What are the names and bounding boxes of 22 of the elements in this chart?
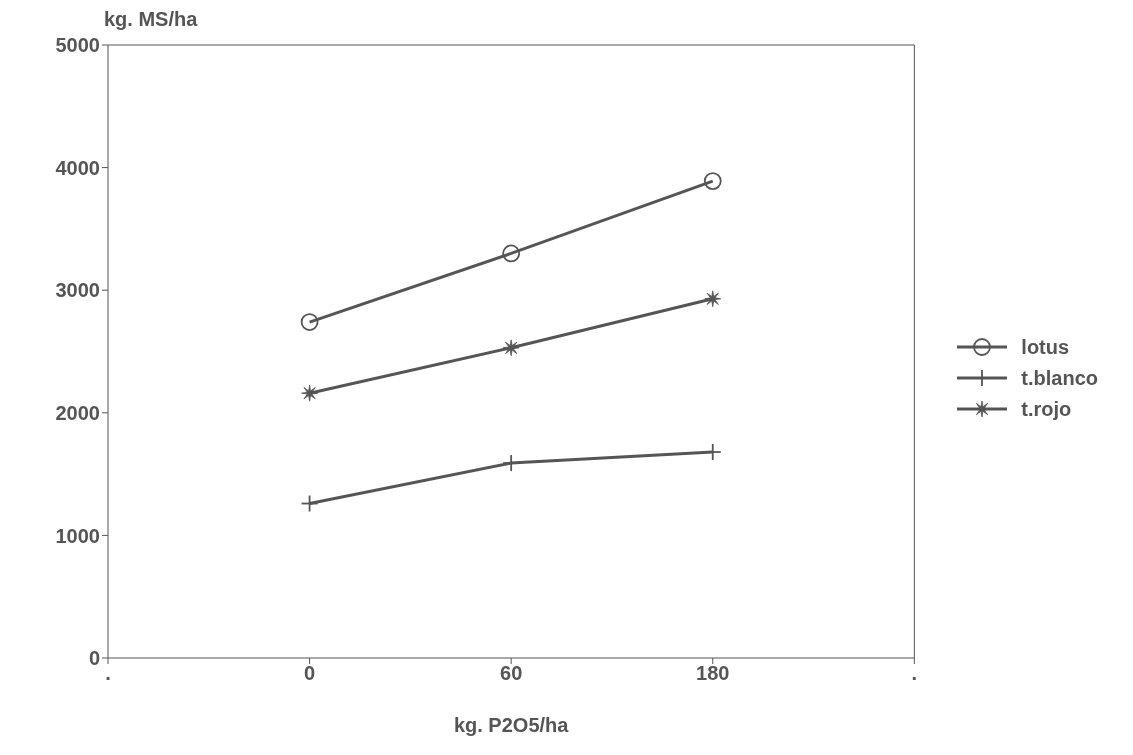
legend-label: t.blanco xyxy=(1021,366,1098,390)
point xyxy=(300,313,319,331)
x-tick-label: 0 xyxy=(304,662,316,685)
y-tick-label: 5000 xyxy=(55,34,100,57)
x-tick-label: 60 xyxy=(500,662,523,685)
point xyxy=(703,172,722,190)
x-tick-label: 180 xyxy=(696,662,730,685)
x-axis-title: kg. P2O5/ha xyxy=(453,714,570,736)
legend-label: lotus xyxy=(1021,335,1070,359)
y-tick-label: 0 xyxy=(88,647,100,670)
y-axis-title: kg. MS/ha xyxy=(104,8,198,31)
y-tick-label: 3000 xyxy=(55,279,100,302)
x-tick-label: . xyxy=(911,662,918,685)
x-tick-label: . xyxy=(105,662,111,685)
point xyxy=(301,384,318,402)
point xyxy=(502,339,520,357)
legend-label: t.rojo xyxy=(1021,397,1072,421)
point xyxy=(502,244,521,263)
y-tick-label: 1000 xyxy=(55,524,100,547)
y-tick-label: 2000 xyxy=(55,401,100,424)
y-tick-label: 4000 xyxy=(55,156,100,179)
point xyxy=(704,290,722,308)
